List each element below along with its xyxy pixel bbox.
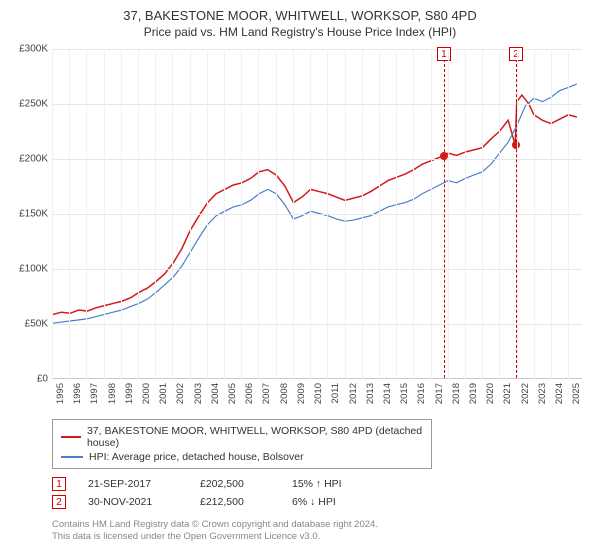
x-tick-label: 1995	[55, 383, 66, 404]
attribution-line-2: This data is licensed under the Open Gov…	[52, 531, 590, 543]
series-line-property	[53, 95, 577, 314]
transaction-row-1: 1 21-SEP-2017 £202,500 15% ↑ HPI	[52, 475, 590, 493]
chart-container: 37, BAKESTONE MOOR, WHITWELL, WORKSOP, S…	[0, 0, 600, 550]
x-tick-label: 2008	[279, 383, 290, 404]
x-tick-label: 2012	[348, 383, 359, 404]
y-tick-label: £250K	[10, 99, 48, 110]
y-tick-label: £150K	[10, 209, 48, 220]
x-tick-label: 2022	[520, 383, 531, 404]
x-tick-label: 2002	[175, 383, 186, 404]
x-tick-label: 2015	[399, 383, 410, 404]
x-tick-label: 2017	[434, 383, 445, 404]
plot-wrap: £0£50K£100K£150K£200K£250K£300K 12 19951…	[10, 45, 590, 415]
x-tick-label: 1998	[107, 383, 118, 404]
attribution-line-1: Contains HM Land Registry data © Crown c…	[52, 519, 590, 531]
x-tick-label: 2000	[141, 383, 152, 404]
legend-item-property: 37, BAKESTONE MOOR, WHITWELL, WORKSOP, S…	[61, 424, 423, 450]
x-tick-label: 2011	[330, 383, 341, 403]
plot-area: 12	[52, 49, 582, 379]
transaction-row-2: 2 30-NOV-2021 £212,500 6% ↓ HPI	[52, 493, 590, 511]
x-tick-label: 2018	[451, 383, 462, 404]
attribution: Contains HM Land Registry data © Crown c…	[52, 519, 590, 544]
legend: 37, BAKESTONE MOOR, WHITWELL, WORKSOP, S…	[52, 419, 432, 469]
y-tick-label: £100K	[10, 264, 48, 275]
legend-swatch-hpi	[61, 456, 83, 458]
transaction-price-2: £212,500	[200, 496, 270, 508]
x-tick-label: 1997	[89, 383, 100, 404]
x-tick-label: 2005	[227, 383, 238, 404]
marker-box-1: 1	[437, 47, 451, 61]
x-tick-label: 2009	[296, 383, 307, 404]
transaction-delta-2: 6% ↓ HPI	[292, 496, 336, 508]
transaction-marker-2: 2	[52, 495, 66, 509]
x-tick-label: 2007	[261, 383, 272, 404]
marker-line-1	[444, 49, 445, 378]
transaction-date-1: 21-SEP-2017	[88, 478, 178, 490]
x-tick-label: 2003	[193, 383, 204, 404]
chart-subtitle: Price paid vs. HM Land Registry's House …	[10, 25, 590, 39]
x-tick-label: 2013	[365, 383, 376, 404]
x-tick-label: 2021	[502, 383, 513, 404]
x-tick-label: 2019	[468, 383, 479, 404]
x-tick-label: 2004	[210, 383, 221, 404]
y-tick-label: £200K	[10, 154, 48, 165]
chart-title: 37, BAKESTONE MOOR, WHITWELL, WORKSOP, S…	[10, 8, 590, 23]
x-tick-label: 2014	[382, 383, 393, 404]
y-tick-label: £0	[10, 374, 48, 385]
x-tick-label: 2006	[244, 383, 255, 404]
x-tick-label: 2020	[485, 383, 496, 404]
y-tick-label: £50K	[10, 319, 48, 330]
transaction-delta-1: 15% ↑ HPI	[292, 478, 342, 490]
series-line-hpi	[53, 84, 577, 323]
legend-label-property: 37, BAKESTONE MOOR, WHITWELL, WORKSOP, S…	[87, 425, 423, 449]
transactions-table: 1 21-SEP-2017 £202,500 15% ↑ HPI 2 30-NO…	[52, 475, 590, 511]
x-tick-label: 2016	[416, 383, 427, 404]
x-axis-labels: 1995 1996 1997 1998 1999 2000 2001 2002 2003 2004…	[52, 383, 582, 413]
x-tick-label: 2025	[571, 383, 582, 404]
transaction-marker-1: 1	[52, 477, 66, 491]
legend-swatch-property	[61, 436, 81, 438]
x-tick-label: 2010	[313, 383, 324, 404]
y-tick-label: £300K	[10, 44, 48, 55]
legend-item-hpi: HPI: Average price, detached house, Bols…	[61, 450, 423, 464]
transaction-date-2: 30-NOV-2021	[88, 496, 178, 508]
x-tick-label: 2001	[158, 383, 169, 404]
transaction-price-1: £202,500	[200, 478, 270, 490]
x-tick-label: 2024	[554, 383, 565, 404]
x-tick-label: 1999	[124, 383, 135, 404]
x-tick-label: 2023	[537, 383, 548, 404]
marker-dot-1	[440, 152, 448, 160]
legend-label-hpi: HPI: Average price, detached house, Bols…	[89, 451, 304, 463]
x-tick-label: 1996	[72, 383, 83, 404]
